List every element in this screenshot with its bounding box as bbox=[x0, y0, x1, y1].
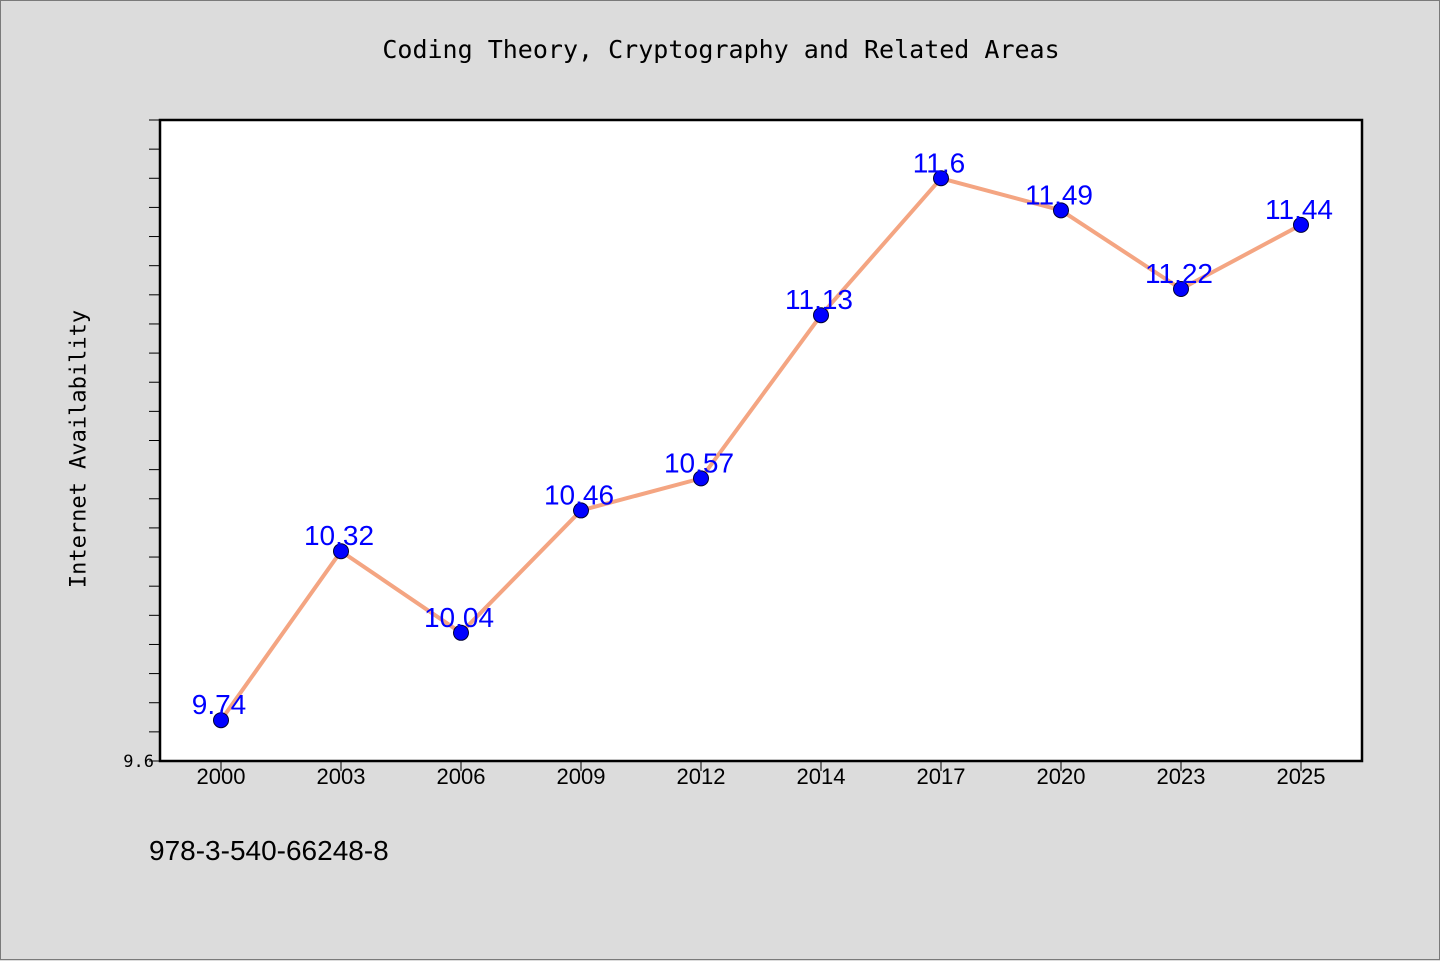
x-tick-label: 2003 bbox=[317, 764, 366, 789]
data-label: 11.6 bbox=[913, 147, 965, 178]
series-line bbox=[219, 176, 1302, 722]
y-tick-label: 9.6 bbox=[123, 752, 154, 772]
x-tick-label: 2025 bbox=[1277, 764, 1326, 789]
isbn-note: 978-3-540-66248-8 bbox=[149, 835, 389, 866]
data-label: 10.04 bbox=[424, 602, 494, 633]
data-point bbox=[333, 543, 349, 560]
data-label: 11.13 bbox=[785, 284, 853, 315]
x-tick-label: 2020 bbox=[1037, 764, 1086, 789]
data-point bbox=[693, 470, 709, 487]
x-tick-label: 2009 bbox=[557, 764, 606, 789]
data-point bbox=[813, 307, 829, 324]
data-label: 11.22 bbox=[1145, 258, 1213, 289]
data-label: 11.44 bbox=[1265, 194, 1333, 225]
data-label: 11.49 bbox=[1025, 179, 1093, 210]
data-label: 10.57 bbox=[664, 447, 734, 478]
data-label: 9.74 bbox=[192, 689, 247, 720]
x-tick-label: 2014 bbox=[797, 764, 846, 789]
data-label: 10.46 bbox=[544, 479, 614, 510]
plot-area bbox=[158, 118, 1364, 763]
x-tick-label: 2006 bbox=[437, 764, 486, 789]
chart-title: Coding Theory, Cryptography and Related … bbox=[382, 35, 1060, 64]
x-tick-label: 2017 bbox=[917, 764, 966, 789]
data-point bbox=[453, 624, 469, 641]
data-point bbox=[933, 170, 949, 187]
data-label: 10.32 bbox=[304, 520, 374, 551]
data-point bbox=[573, 502, 589, 519]
data-point bbox=[1293, 216, 1309, 233]
data-point bbox=[213, 712, 229, 729]
data-point bbox=[1053, 202, 1069, 219]
x-tick-label: 2012 bbox=[677, 764, 726, 789]
x-tick-label: 2023 bbox=[1157, 764, 1206, 789]
x-tick-label: 2000 bbox=[197, 764, 246, 789]
data-point bbox=[1173, 280, 1189, 297]
